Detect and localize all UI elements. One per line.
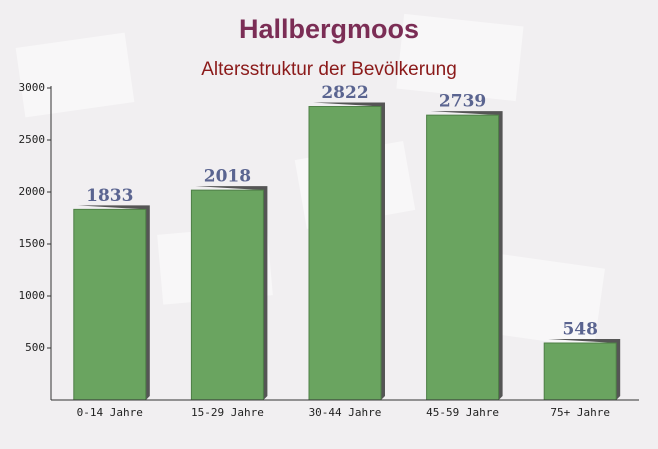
y-tick-label: 3000 [19, 81, 46, 94]
value-label: 2739 [439, 92, 486, 112]
bar [308, 106, 382, 401]
bar [73, 208, 147, 401]
value-label: 2018 [204, 167, 251, 187]
bar [426, 114, 500, 401]
value-label: 1833 [86, 186, 133, 206]
chart-subtitle: Altersstruktur der Bevölkerung [201, 59, 457, 80]
value-label: 548 [562, 320, 598, 340]
y-tick-label: 500 [25, 341, 45, 354]
bar [543, 342, 617, 401]
y-tick-label: 1500 [19, 237, 46, 250]
value-label: 2822 [321, 83, 368, 103]
bar [190, 189, 264, 401]
x-tick-label: 75+ Jahre [550, 406, 610, 419]
y-tick-label: 2500 [19, 133, 46, 146]
x-tick-label: 0-14 Jahre [77, 406, 143, 419]
x-tick-label: 15-29 Jahre [191, 406, 264, 419]
chart-title: Hallbergmoos [239, 14, 419, 44]
y-tick-label: 2000 [19, 185, 46, 198]
y-tick-label: 1000 [19, 289, 46, 302]
x-tick-label: 45-59 Jahre [426, 406, 499, 419]
x-tick-label: 30-44 Jahre [309, 406, 382, 419]
